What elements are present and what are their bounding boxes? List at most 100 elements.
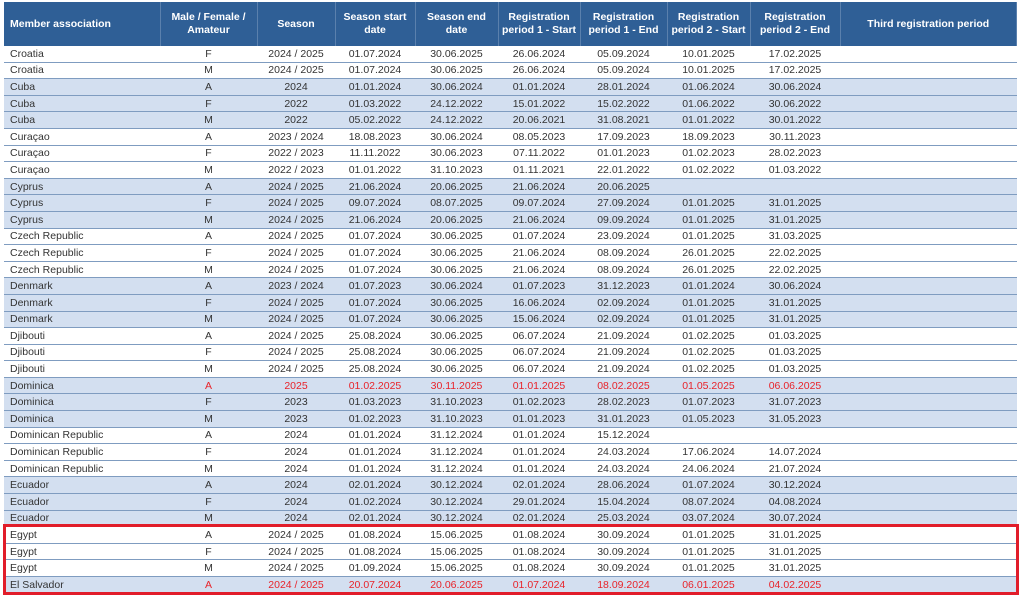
cell-third-period xyxy=(840,46,1017,63)
table-row: Egypt M 2024 / 2025 01.09.2024 15.06.2025 01.… xyxy=(4,559,1017,577)
cell-season-end: 30.06.2024 xyxy=(415,277,498,295)
cell-season: 2023 xyxy=(257,393,335,412)
cell-season-end: 31.10.2023 xyxy=(415,161,498,179)
table-row: Egypt F 2024 / 2025 01.08.2024 15.06.2025 01.… xyxy=(4,543,1017,561)
table-row: Cuba A 2024 01.01.2024 30.06.2024 01.01.2024 2… xyxy=(4,78,1017,96)
cell-member-association: Denmark xyxy=(4,294,160,312)
cell-season-start: 02.01.2024 xyxy=(335,476,415,495)
table-row: Ecuador M 2024 02.01.2024 30.12.2024 02.01.20… xyxy=(4,510,1017,528)
cell-season: 2022 xyxy=(257,111,335,129)
cell-reg2-start: 01.01.2022 xyxy=(667,111,750,129)
cell-reg1-start: 15.01.2022 xyxy=(498,95,580,113)
cell-reg2-start: 01.02.2025 xyxy=(667,327,750,345)
cell-reg1-end: 28.01.2024 xyxy=(580,78,667,96)
cell-season-start: 01.02.2024 xyxy=(335,493,415,511)
cell-season-end: 30.06.2025 xyxy=(415,311,498,329)
cell-season: 2024 / 2025 xyxy=(257,294,335,312)
cell-gender: F xyxy=(160,95,257,113)
cell-member-association: Ecuador xyxy=(4,510,160,528)
table-row: Denmark F 2024 / 2025 01.07.2024 30.06.2025 1… xyxy=(4,294,1017,312)
cell-reg2-end: 31.07.2023 xyxy=(750,393,840,412)
cell-season-end: 30.06.2025 xyxy=(415,62,498,80)
cell-gender: M xyxy=(160,360,257,378)
table-row: Cuba M 2022 05.02.2022 24.12.2022 20.06.2021 3… xyxy=(4,111,1017,129)
cell-reg1-start: 26.06.2024 xyxy=(498,62,580,80)
cell-gender: A xyxy=(160,526,257,544)
cell-reg1-end: 28.06.2024 xyxy=(580,476,667,495)
cell-reg1-start: 01.01.2024 xyxy=(498,78,580,96)
cell-season: 2024 / 2025 xyxy=(257,559,335,577)
cell-season-start: 01.08.2024 xyxy=(335,526,415,544)
cell-reg1-end: 27.09.2024 xyxy=(580,194,667,212)
table-row: Ecuador A 2024 02.01.2024 30.12.2024 02.01.20… xyxy=(4,476,1017,495)
cell-reg2-start: 06.01.2025 xyxy=(667,576,750,594)
cell-reg2-start: 01.01.2025 xyxy=(667,228,750,246)
cell-third-period xyxy=(840,427,1017,445)
cell-season-start: 25.08.2024 xyxy=(335,360,415,378)
cell-reg2-end: 22.02.2025 xyxy=(750,244,840,262)
cell-reg2-end: 01.03.2025 xyxy=(750,360,840,378)
cell-reg2-end xyxy=(750,178,840,196)
cell-reg1-end: 24.03.2024 xyxy=(580,443,667,461)
cell-member-association: Dominican Republic xyxy=(4,460,160,478)
cell-reg2-end: 30.11.2023 xyxy=(750,128,840,146)
cell-season: 2024 / 2025 xyxy=(257,543,335,561)
cell-reg2-start: 01.02.2023 xyxy=(667,145,750,163)
cell-reg1-end: 21.09.2024 xyxy=(580,327,667,345)
cell-member-association: Ecuador xyxy=(4,476,160,495)
table-row: El Salvador A 2024 / 2025 20.07.2024 20.06.2… xyxy=(4,576,1017,594)
cell-season: 2024 xyxy=(257,476,335,495)
cell-season-end: 20.06.2025 xyxy=(415,178,498,196)
header-row: Member association Male / Female / Amate… xyxy=(4,2,1017,46)
cell-reg1-end: 15.12.2024 xyxy=(580,427,667,445)
cell-season-end: 15.06.2025 xyxy=(415,526,498,544)
cell-season-start: 01.03.2022 xyxy=(335,95,415,113)
cell-season-start: 18.08.2023 xyxy=(335,128,415,146)
cell-member-association: Croatia xyxy=(4,62,160,80)
cell-reg1-start: 21.06.2024 xyxy=(498,211,580,229)
cell-reg1-end: 15.02.2022 xyxy=(580,95,667,113)
cell-reg2-end: 04.02.2025 xyxy=(750,576,840,594)
cell-reg2-start: 01.07.2023 xyxy=(667,393,750,412)
cell-reg1-end: 01.01.2023 xyxy=(580,145,667,163)
cell-season-start: 01.07.2023 xyxy=(335,277,415,295)
cell-reg1-end: 30.09.2024 xyxy=(580,559,667,577)
cell-third-period xyxy=(840,111,1017,129)
cell-reg1-end: 22.01.2022 xyxy=(580,161,667,179)
cell-reg2-start: 01.02.2022 xyxy=(667,161,750,179)
cell-reg1-start: 21.06.2024 xyxy=(498,244,580,262)
cell-season: 2024 xyxy=(257,78,335,96)
cell-reg1-start: 21.06.2024 xyxy=(498,261,580,279)
cell-reg2-end: 14.07.2024 xyxy=(750,443,840,461)
cell-member-association: Dominican Republic xyxy=(4,427,160,445)
cell-third-period xyxy=(840,311,1017,329)
col-season-end: Season end date xyxy=(415,2,499,46)
cell-third-period xyxy=(840,559,1017,577)
cell-third-period xyxy=(840,344,1017,362)
cell-third-period xyxy=(840,510,1017,528)
cell-season-start: 01.07.2024 xyxy=(335,311,415,329)
cell-third-period xyxy=(840,294,1017,312)
cell-reg2-end: 30.06.2022 xyxy=(750,95,840,113)
cell-season: 2024 xyxy=(257,427,335,445)
cell-reg2-start: 01.01.2025 xyxy=(667,211,750,229)
cell-season: 2024 / 2025 xyxy=(257,360,335,378)
cell-season-start: 01.01.2022 xyxy=(335,161,415,179)
cell-reg1-start: 01.01.2024 xyxy=(498,460,580,478)
cell-reg1-end: 20.06.2025 xyxy=(580,178,667,196)
cell-third-period xyxy=(840,161,1017,179)
cell-season-end: 20.06.2025 xyxy=(415,576,498,594)
cell-reg1-end: 30.09.2024 xyxy=(580,526,667,544)
cell-reg1-end: 25.03.2024 xyxy=(580,510,667,528)
cell-season-end: 30.06.2024 xyxy=(415,128,498,146)
cell-gender: F xyxy=(160,194,257,212)
col-season-start: Season start date xyxy=(335,2,416,46)
cell-reg1-start: 06.07.2024 xyxy=(498,360,580,378)
cell-season: 2024 / 2025 xyxy=(257,178,335,196)
table-row: Dominican Republic M 2024 01.01.2024 31.12.2… xyxy=(4,460,1017,478)
col-reg2-start: Registration period 2 - Start xyxy=(667,2,751,46)
cell-season: 2024 xyxy=(257,493,335,511)
cell-gender: M xyxy=(160,62,257,80)
cell-season-end: 24.12.2022 xyxy=(415,111,498,129)
cell-reg2-end: 31.01.2025 xyxy=(750,559,840,577)
